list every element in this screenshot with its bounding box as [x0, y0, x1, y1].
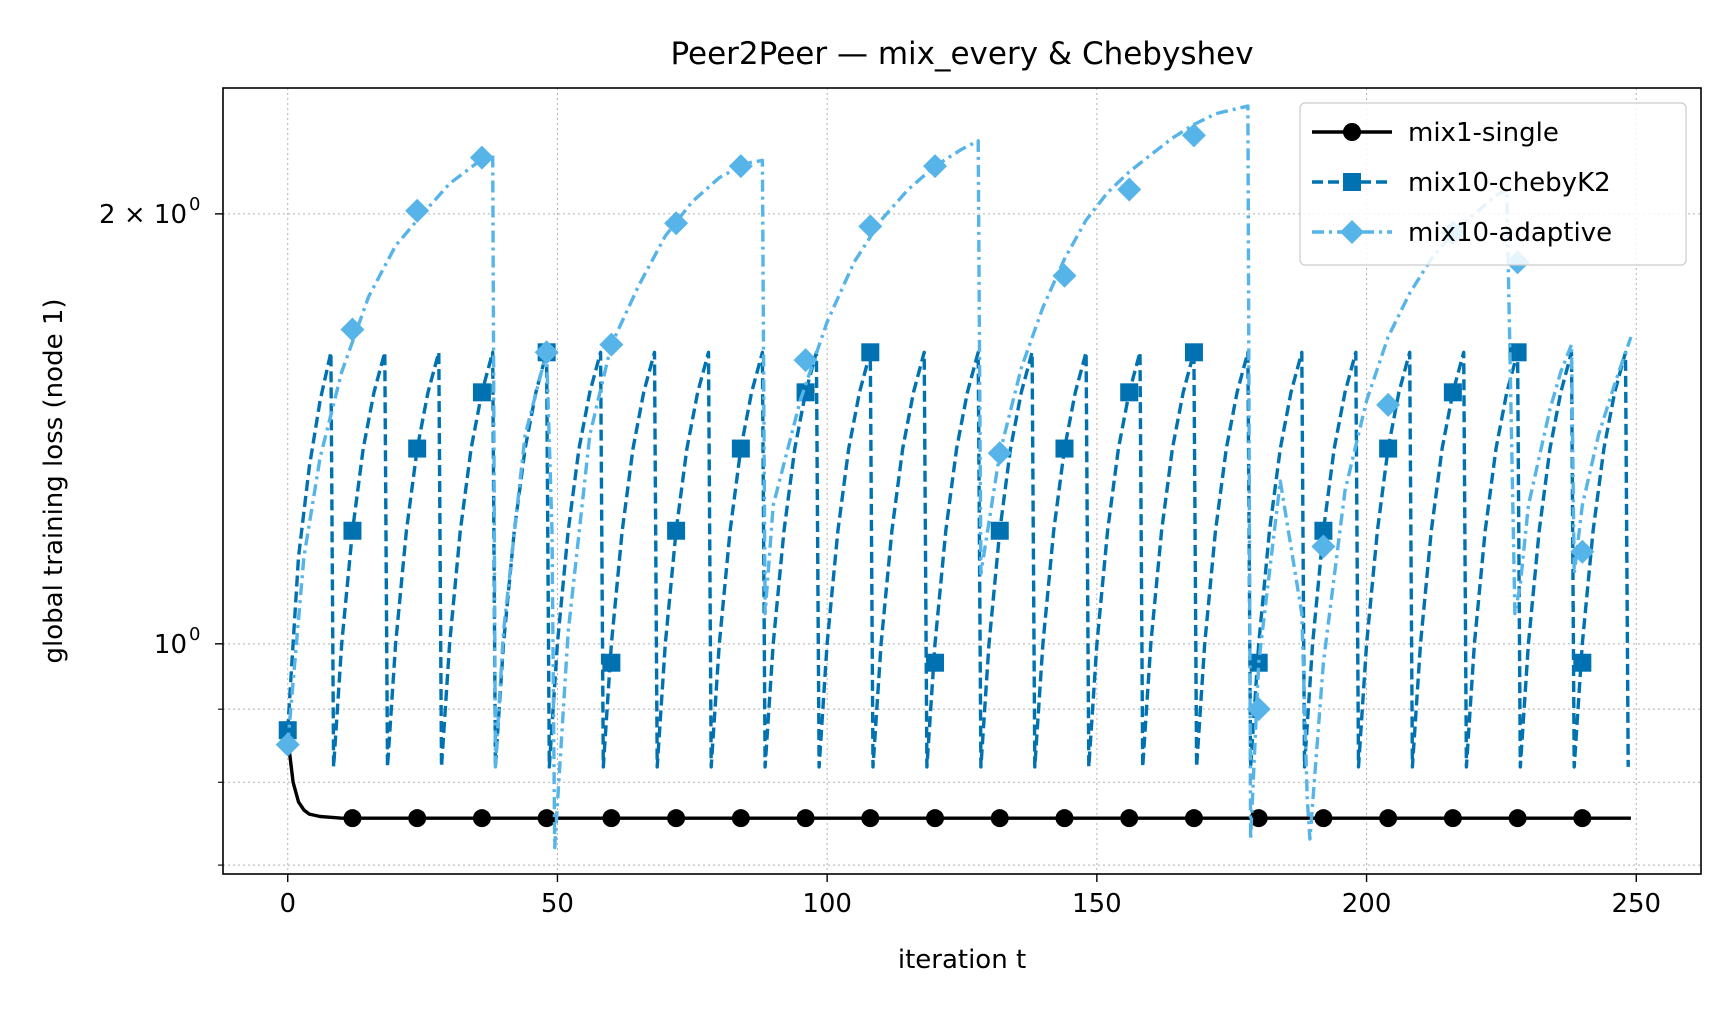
plot-frame: [222, 87, 1702, 875]
x-tick-label: 250: [1611, 889, 1661, 919]
point-mix1-single: [472, 809, 491, 828]
point-mix1-single: [1508, 809, 1527, 828]
point-mix1-single: [1573, 809, 1592, 828]
legend-frame: [1299, 102, 1687, 266]
legend-label-mix10-adaptive: mix10-adaptive: [1408, 218, 1612, 248]
point-mix1-single: [1443, 809, 1462, 828]
point-mix10-chebyk2: [1573, 653, 1592, 672]
x-tick-label: 100: [802, 889, 852, 919]
y-axis-label: global training loss (node 1): [39, 298, 69, 663]
point-mix10-chebyk2: [667, 521, 686, 540]
point-mix10-chebyk2: [1314, 521, 1333, 540]
point-mix10-chebyk2: [731, 439, 750, 458]
legend-label-mix10-chebyk2: mix10-chebyK2: [1408, 168, 1611, 198]
y-tick-exponent: 0: [189, 194, 200, 215]
y-tick-exponent: 0: [189, 624, 200, 645]
point-mix10-adaptive: [534, 340, 559, 365]
point-mix10-chebyk2: [278, 721, 297, 740]
point-mix1-single: [1379, 809, 1398, 828]
point-mix10-adaptive: [1376, 392, 1401, 417]
point-mix1-single: [537, 809, 556, 828]
legend-marker-mix10-adaptive: [1340, 220, 1364, 244]
x-tick-label: 200: [1342, 889, 1392, 919]
point-mix1-single: [1055, 809, 1074, 828]
point-mix10-adaptive: [1311, 534, 1336, 559]
point-mix1-single: [1120, 809, 1139, 828]
point-mix1-single: [1249, 809, 1268, 828]
point-mix1-single: [990, 809, 1009, 828]
point-mix10-adaptive: [923, 154, 948, 179]
point-mix10-adaptive: [858, 214, 883, 239]
x-tick-label: 150: [1072, 889, 1122, 919]
point-mix10-adaptive: [1052, 263, 1077, 288]
point-mix10-adaptive: [469, 145, 494, 170]
point-mix1-single: [731, 809, 750, 828]
point-mix1-single: [861, 809, 880, 828]
point-mix1-single: [926, 809, 945, 828]
x-axis-label: iteration t: [898, 945, 1026, 975]
y-tick-label: 2 × 10: [99, 200, 187, 230]
point-mix10-adaptive: [1246, 697, 1271, 722]
point-mix10-adaptive: [340, 317, 365, 342]
point-mix10-chebyk2: [990, 521, 1009, 540]
point-mix10-chebyk2: [602, 653, 621, 672]
point-mix10-chebyk2: [408, 439, 427, 458]
point-mix10-chebyk2: [1120, 383, 1139, 402]
y-tick-label: 10: [154, 630, 187, 660]
point-mix10-chebyk2: [343, 521, 362, 540]
point-mix10-adaptive: [664, 211, 689, 236]
point-mix10-chebyk2: [1443, 383, 1462, 402]
point-mix10-adaptive: [1181, 123, 1206, 148]
chart-title: Peer2Peer — mix_every & Chebyshev: [670, 36, 1253, 72]
point-mix10-adaptive: [1117, 177, 1142, 202]
point-mix1-single: [1184, 809, 1203, 828]
point-mix10-adaptive: [793, 348, 818, 373]
legend: mix1-single mix10-chebyK2 mix10-adaptive: [1299, 102, 1687, 266]
point-mix10-adaptive: [599, 332, 624, 357]
series-mix1-single: [286, 737, 1631, 828]
point-mix10-adaptive: [728, 154, 753, 179]
x-tick-label: 0: [279, 889, 296, 919]
point-mix10-adaptive: [405, 198, 430, 223]
point-mix10-chebyk2: [861, 343, 880, 362]
point-mix1-single: [667, 809, 686, 828]
point-mix10-adaptive: [275, 732, 300, 757]
point-mix1-single: [343, 809, 362, 828]
point-mix10-chebyk2: [926, 653, 945, 672]
point-mix10-adaptive: [1570, 539, 1595, 564]
x-tick-label: 50: [541, 889, 574, 919]
point-mix10-adaptive: [987, 441, 1012, 466]
point-mix10-chebyk2: [1055, 439, 1074, 458]
point-mix1-single: [796, 809, 815, 828]
point-mix10-chebyk2: [1379, 439, 1398, 458]
point-mix10-chebyk2: [472, 383, 491, 402]
legend-marker-mix1-single: [1343, 123, 1361, 141]
point-mix1-single: [602, 809, 621, 828]
legend-label-mix1-single: mix1-single: [1408, 118, 1559, 148]
point-mix10-chebyk2: [1184, 343, 1203, 362]
point-mix10-chebyk2: [1508, 343, 1527, 362]
point-mix1-single: [408, 809, 427, 828]
point-mix1-single: [1314, 809, 1333, 828]
legend-marker-mix10-chebyk2: [1343, 173, 1361, 191]
